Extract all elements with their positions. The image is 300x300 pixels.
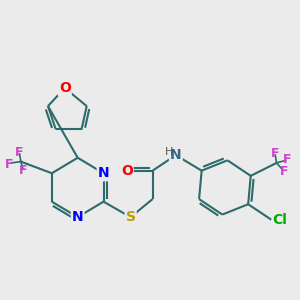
Text: O: O	[121, 164, 133, 178]
Text: Cl: Cl	[273, 213, 288, 227]
Text: S: S	[126, 210, 136, 224]
Text: H: H	[164, 147, 173, 157]
Text: N: N	[170, 148, 182, 162]
Text: F: F	[280, 165, 289, 178]
Text: F: F	[19, 164, 28, 177]
Text: O: O	[59, 81, 71, 95]
Text: N: N	[98, 166, 109, 180]
Text: F: F	[5, 158, 14, 171]
Text: F: F	[271, 147, 280, 160]
Text: N: N	[72, 210, 83, 224]
Text: F: F	[283, 152, 292, 166]
Text: F: F	[15, 146, 24, 159]
